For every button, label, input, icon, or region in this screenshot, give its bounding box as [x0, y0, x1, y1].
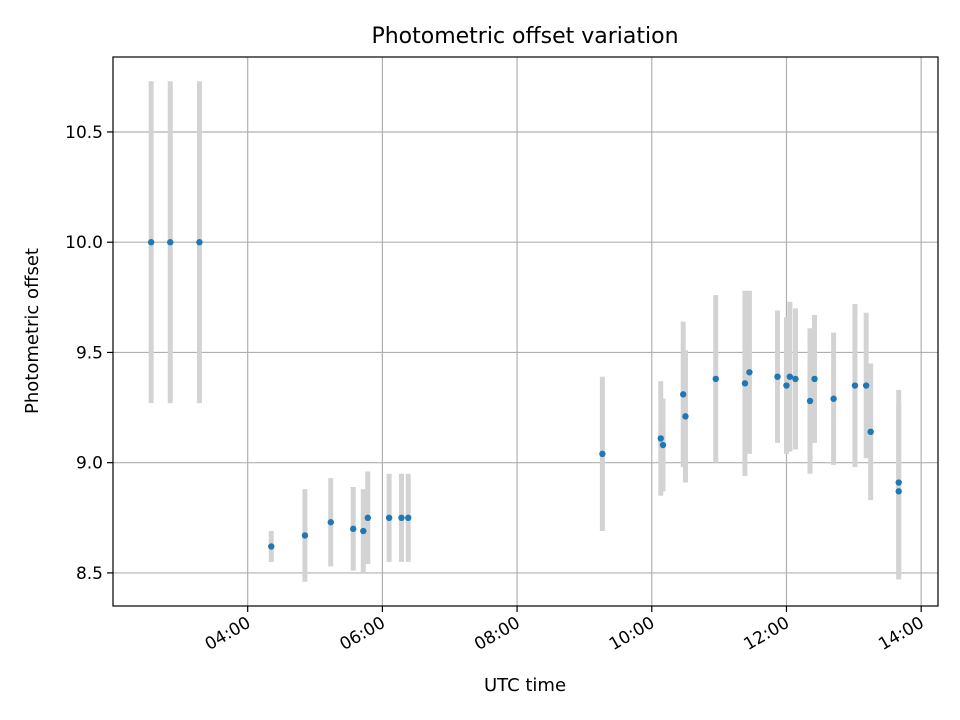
plot-frame [112, 56, 939, 607]
data-point [741, 380, 749, 387]
data-point [680, 391, 687, 398]
data-point [811, 375, 818, 383]
data-point [895, 479, 902, 486]
x-axis-label: UTC time [484, 675, 566, 696]
data-point [599, 450, 606, 458]
y-axis-label: Photometric offset [22, 248, 43, 414]
data-point [774, 373, 781, 380]
y-tick-label: 8.5 [76, 564, 103, 584]
data-point [657, 435, 664, 442]
data-points [147, 239, 902, 550]
data-point [786, 373, 794, 380]
data-point [783, 382, 790, 389]
data-point [301, 532, 309, 539]
data-point [867, 428, 874, 436]
data-point [196, 239, 203, 246]
data-point [360, 527, 367, 535]
y-tick-label: 9.5 [76, 343, 103, 363]
data-point [792, 375, 799, 383]
data-point [398, 514, 405, 522]
data-point [405, 514, 412, 522]
chart-title: Photometric offset variation [371, 24, 678, 49]
data-point [167, 239, 174, 246]
data-point [659, 441, 667, 449]
data-point [268, 543, 275, 550]
data-point [851, 382, 859, 389]
data-point [364, 514, 371, 522]
data-point [327, 519, 334, 526]
data-point [895, 488, 902, 495]
y-tick-label: 10.0 [65, 233, 103, 253]
data-point [147, 239, 155, 246]
data-point [746, 369, 753, 376]
y-axis-ticks: 8.5 9.0 9.5 10.0 10.5 [65, 123, 113, 584]
data-point [862, 382, 870, 389]
data-point [385, 514, 393, 522]
data-point [350, 525, 357, 533]
data-point [806, 397, 814, 405]
data-point [682, 413, 689, 420]
y-tick-label: 9.0 [76, 454, 103, 474]
data-point [712, 375, 719, 383]
y-tick-label: 10.5 [65, 123, 103, 143]
data-point [830, 395, 837, 402]
grid [113, 57, 938, 606]
